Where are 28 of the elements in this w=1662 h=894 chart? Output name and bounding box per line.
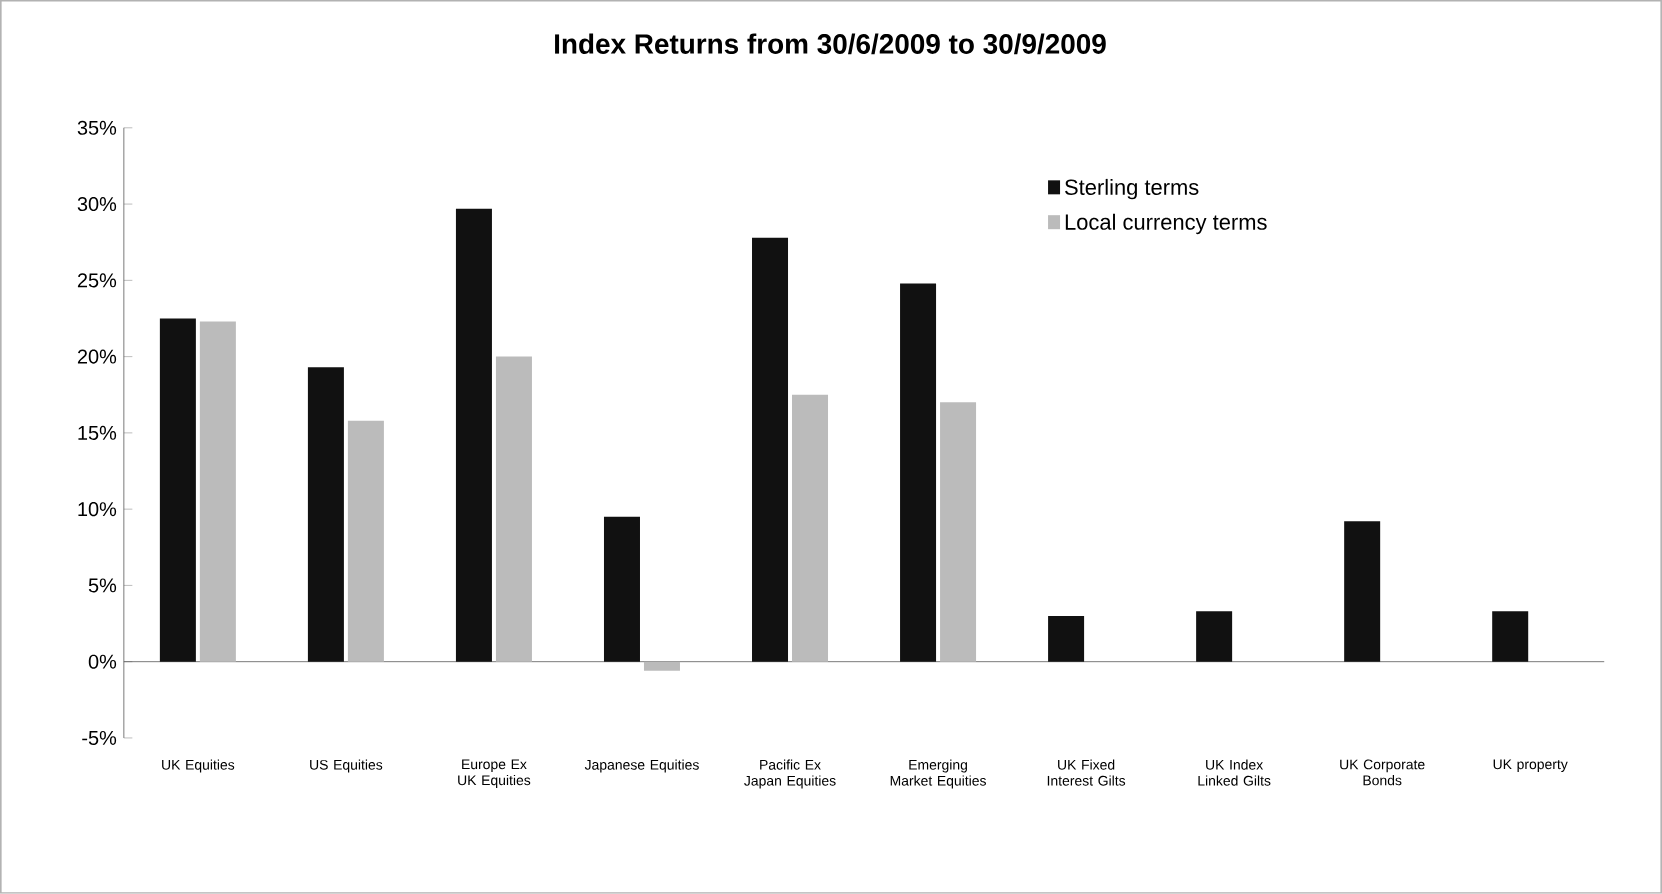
y-tick-label: 15%: [78, 425, 117, 440]
legend-label: Sterling terms: [1065, 178, 1199, 200]
y-tick-label: 10%: [78, 502, 117, 517]
y-tick-label: 25%: [77, 273, 117, 288]
y-tick-label: 5%: [88, 578, 117, 593]
bar: [455, 208, 492, 662]
bar: [159, 318, 196, 662]
legend-label: Local currency terms: [1065, 213, 1267, 235]
chart-title: Index Returns from 30/6/2009 to 30/9/2009: [555, 33, 1106, 55]
bar: [307, 367, 344, 662]
bar: [199, 321, 236, 662]
bar: [1196, 611, 1233, 662]
bar: [1344, 521, 1381, 662]
bar: [603, 516, 640, 662]
y-tick-label: 0%: [88, 654, 117, 669]
bar: [792, 394, 829, 662]
bar: [495, 356, 532, 662]
bar: [940, 402, 977, 662]
bar: [1492, 611, 1529, 662]
bar: [900, 283, 937, 662]
bar: [752, 237, 789, 662]
bar: [643, 661, 680, 671]
y-tick-label: 35%: [77, 120, 117, 135]
y-tick-label: 20%: [77, 349, 117, 364]
y-tick-label: 30%: [77, 197, 117, 212]
bar: [1048, 616, 1085, 662]
bar: [347, 420, 384, 662]
y-tick-label: -5%: [82, 731, 117, 746]
